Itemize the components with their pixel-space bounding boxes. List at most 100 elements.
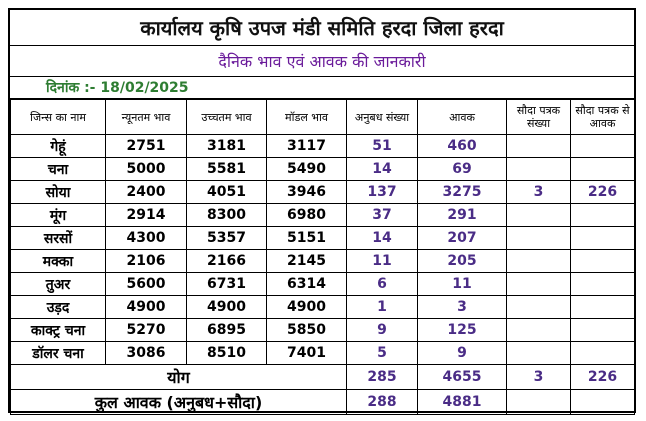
mandi-report-sheet: कार्यालय कृषि उपज मंडी समिति हरदा जिला ह… (8, 8, 636, 415)
total-contract-count: 285 (346, 364, 418, 390)
model-price: 4900 (266, 295, 347, 319)
min-price: 2106 (105, 249, 187, 273)
contract-count: 9 (346, 318, 418, 342)
price-arrival-table: जिन्स का नाम न्यूनतम भाव उच्चतम भाव मॉडल… (10, 99, 635, 415)
min-price: 5600 (105, 272, 187, 296)
arrival: 205 (417, 249, 507, 273)
max-price: 6731 (186, 272, 267, 296)
header-arrival: आवक (417, 99, 507, 135)
table-row: सरसों 4300 5357 5151 14 207 (10, 226, 635, 250)
model-price: 6314 (266, 272, 347, 296)
model-price: 3117 (266, 134, 347, 158)
table-row: चना 5000 5581 5490 14 69 (10, 157, 635, 181)
deal-arrival (570, 134, 635, 158)
total-arrival: 4655 (417, 364, 507, 390)
contract-count: 1 (346, 295, 418, 319)
model-price: 7401 (266, 341, 347, 365)
header-commodity: जिन्स का नाम (10, 99, 106, 135)
arrival: 69 (417, 157, 507, 181)
header-contract-count: अनुबध संख्या (346, 99, 418, 135)
grand-total-arrival: 4881 (417, 389, 507, 415)
table-row: सोया 2400 4051 3946 137 3275 3 226 (10, 180, 635, 204)
total-row: योग 285 4655 3 226 (10, 364, 635, 390)
report-title: कार्यालय कृषि उपज मंडी समिति हरदा जिला ह… (10, 10, 634, 46)
header-deal-count: सौदा पत्रक संख्या (506, 99, 571, 135)
table-row: मक्का 2106 2166 2145 11 205 (10, 249, 635, 273)
commodity-name: सोया (10, 180, 106, 204)
table-row: मूंग 2914 8300 6980 37 291 (10, 203, 635, 227)
arrival: 11 (417, 272, 507, 296)
deal-count (506, 272, 571, 296)
max-price: 6895 (186, 318, 267, 342)
commodity-name: काक्ट्र चना (10, 318, 106, 342)
max-price: 8510 (186, 341, 267, 365)
grand-total-empty-cell (506, 389, 571, 415)
commodity-name: सरसों (10, 226, 106, 250)
table-row: उड़द 4900 4900 4900 1 3 (10, 295, 635, 319)
max-price: 5357 (186, 226, 267, 250)
arrival: 125 (417, 318, 507, 342)
contract-count: 14 (346, 226, 418, 250)
deal-arrival (570, 203, 635, 227)
model-price: 5490 (266, 157, 347, 181)
header-min-price: न्यूनतम भाव (105, 99, 187, 135)
total-deal-count: 3 (506, 364, 571, 390)
commodity-name: डॉलर चना (10, 341, 106, 365)
commodity-name: गेहूं (10, 134, 106, 158)
deal-arrival (570, 341, 635, 365)
commodity-name: मक्का (10, 249, 106, 273)
arrival: 3275 (417, 180, 507, 204)
arrival: 460 (417, 134, 507, 158)
deal-arrival (570, 272, 635, 296)
contract-count: 6 (346, 272, 418, 296)
deal-count (506, 203, 571, 227)
table-row: काक्ट्र चना 5270 6895 5850 9 125 (10, 318, 635, 342)
report-subtitle: दैनिक भाव एवं आवक की जानकारी (10, 46, 634, 77)
deal-count (506, 295, 571, 319)
table-row: डॉलर चना 3086 8510 7401 5 9 (10, 341, 635, 365)
commodity-name: उड़द (10, 295, 106, 319)
header-max-price: उच्चतम भाव (186, 99, 267, 135)
deal-count: 3 (506, 180, 571, 204)
contract-count: 11 (346, 249, 418, 273)
table-row: गेहूं 2751 3181 3117 51 460 (10, 134, 635, 158)
header-model-price: मॉडल भाव (266, 99, 347, 135)
max-price: 4900 (186, 295, 267, 319)
contract-count: 37 (346, 203, 418, 227)
max-price: 8300 (186, 203, 267, 227)
deal-arrival (570, 226, 635, 250)
model-price: 2145 (266, 249, 347, 273)
deal-arrival (570, 295, 635, 319)
commodity-name: तुअर (10, 272, 106, 296)
contract-count: 14 (346, 157, 418, 181)
total-label: योग (10, 364, 347, 390)
grand-total-row: कुल आवक (अनुबध+सौदा) 288 4881 (10, 389, 635, 415)
deal-arrival (570, 249, 635, 273)
max-price: 2166 (186, 249, 267, 273)
contract-count: 51 (346, 134, 418, 158)
min-price: 2751 (105, 134, 187, 158)
min-price: 3086 (105, 341, 187, 365)
min-price: 4300 (105, 226, 187, 250)
contract-count: 5 (346, 341, 418, 365)
report-date: दिनांक :- 18/02/2025 (10, 77, 634, 99)
max-price: 4051 (186, 180, 267, 204)
min-price: 4900 (105, 295, 187, 319)
total-deal-arrival: 226 (570, 364, 635, 390)
deal-count (506, 318, 571, 342)
grand-total-contract-count: 288 (346, 389, 418, 415)
arrival: 207 (417, 226, 507, 250)
grand-total-label: कुल आवक (अनुबध+सौदा) (10, 389, 347, 415)
arrival: 3 (417, 295, 507, 319)
deal-count (506, 226, 571, 250)
model-price: 5151 (266, 226, 347, 250)
deal-arrival: 226 (570, 180, 635, 204)
min-price: 2914 (105, 203, 187, 227)
arrival: 291 (417, 203, 507, 227)
min-price: 5000 (105, 157, 187, 181)
grand-total-empty-cell (570, 389, 635, 415)
max-price: 5581 (186, 157, 267, 181)
model-price: 3946 (266, 180, 347, 204)
deal-arrival (570, 318, 635, 342)
deal-count (506, 157, 571, 181)
